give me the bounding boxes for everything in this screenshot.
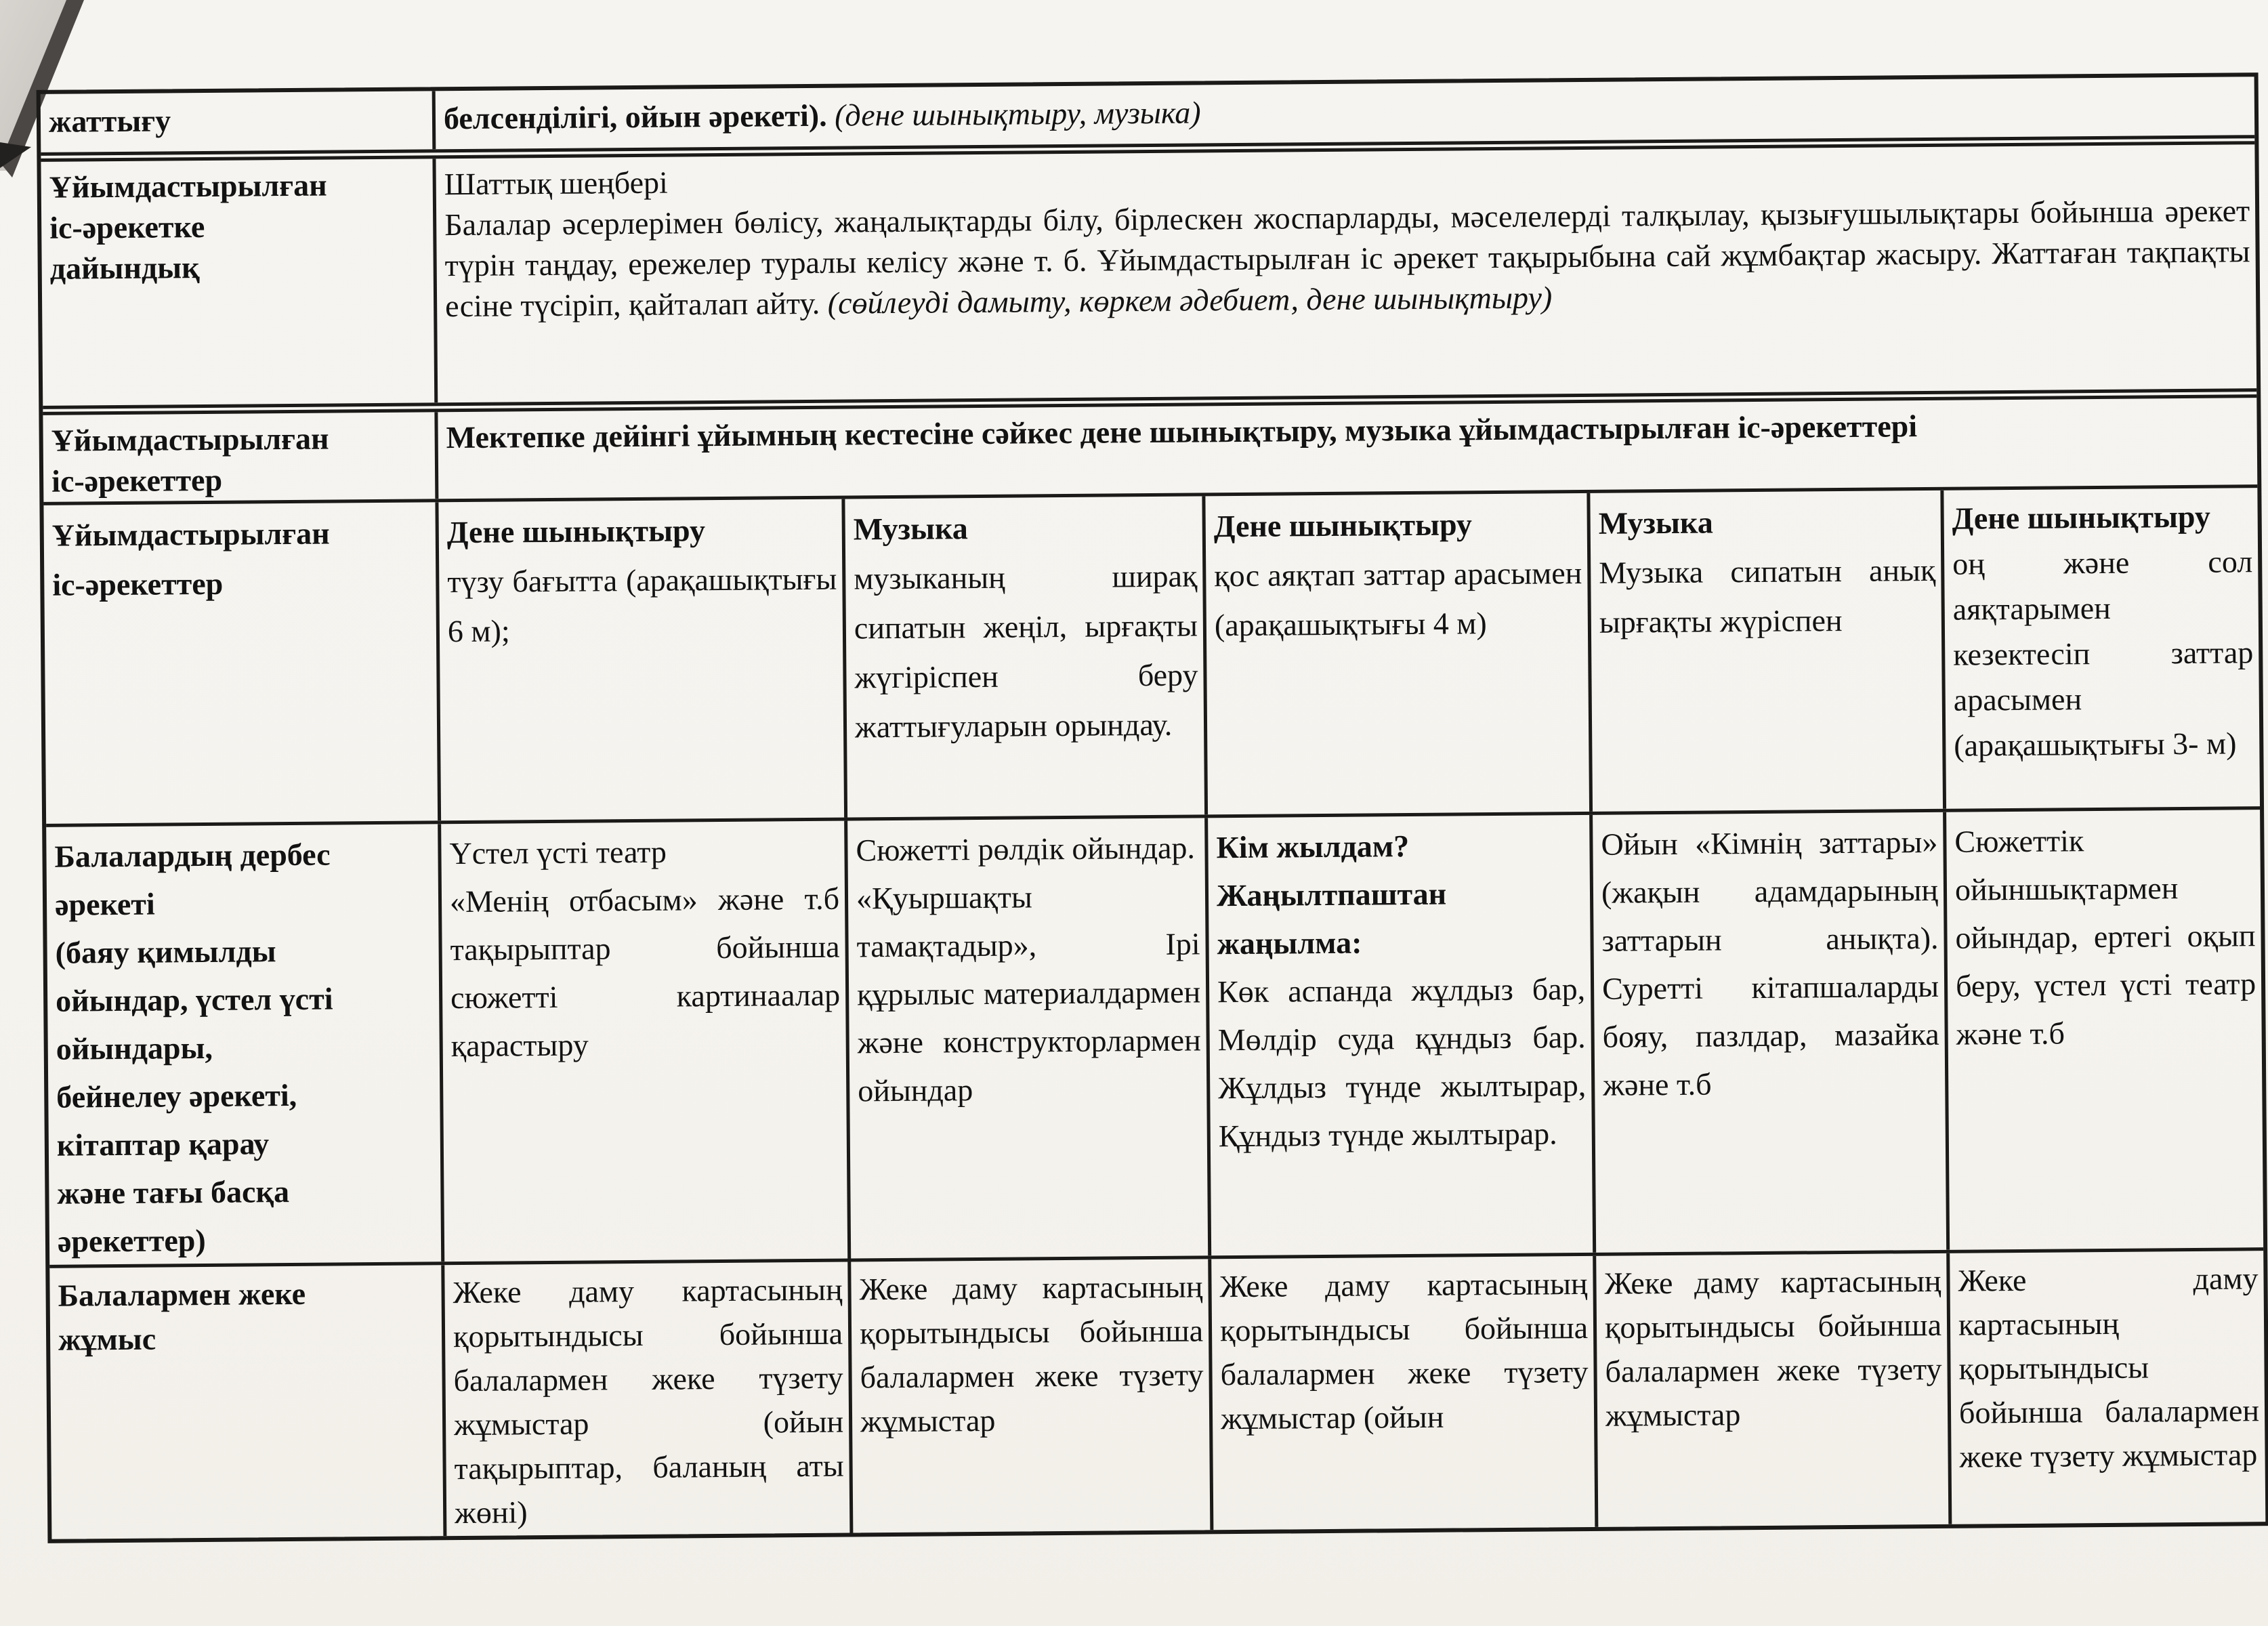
row-header-organized-activities: Ұйымдастырылған іс-әрекеттер <box>51 421 329 499</box>
preparation-paragraph: Балалар әсерлерімен бөлісу, жаңалықтарды… <box>444 190 2250 327</box>
exercise-activity-bold: белсенділігі, ойын әрекеті). <box>443 98 827 136</box>
cell-physical-1: Дене шынықтыру түзу бағытта (арақашықтығ… <box>435 499 845 821</box>
cell-independent-1: Үстел үсті театр «Менің отбасым» және т.… <box>438 820 848 1262</box>
table-row-preparation: Ұйымдастырылған іс-әрекетке дайындық Шат… <box>41 135 2257 406</box>
cell-individual-5: Жеке даму картасының қорытындысы бойынша… <box>1946 1251 2266 1524</box>
music-2-body: Музыка сипатын анық ырғақты жүріспен <box>1599 552 1936 640</box>
music-1-body: музыканың ширақ сипатын жеңіл, ырғақты ж… <box>854 558 1198 745</box>
cell-independent-4: Ойын «Кімнің заттары» (жақын адамдарының… <box>1589 812 1947 1253</box>
table-row-independent-activity: Балалардың дербес әрекеті (баяу қимылды … <box>46 806 2264 1265</box>
independent-5-body: Сюжеттік ойыншықтармен ойындар, ертегі о… <box>1954 823 2256 1051</box>
table-row-organized-activities-schedule: Ұйымдастырылған іс-әрекеттер Мектепке де… <box>43 388 2258 502</box>
music-1-title: Музыка <box>853 511 968 547</box>
row-header-organized-activities-2: Ұйымдастырылған іс-әрекеттер <box>51 516 330 602</box>
physical-2-body: қос аяқтап заттар арасымен (арақашықтығы… <box>1214 556 1582 643</box>
independent-3-title: Кім жылдам? Жаңылтпаштан жаңылма: <box>1216 829 1447 961</box>
physical-1-body: түзу бағытта (арақашықтығы 6 м); <box>447 561 837 649</box>
exercise-activity-italic: (дене шынықтыру, музыка) <box>834 95 1201 133</box>
individual-1-body: Жеке даму картасының қорытындысы бойынша… <box>453 1272 844 1530</box>
cell-preparation: Шаттық шеңбері Балалар әсерлерімен бөліс… <box>432 144 2257 403</box>
individual-5-body: Жеке даму картасының қорытындысы бойынша… <box>1958 1261 2260 1474</box>
music-2-title: Музыка <box>1598 505 1713 541</box>
lesson-plan-table: жаттығу белсенділігі, ойын әрекеті). (де… <box>36 72 2268 1543</box>
cell-schedule-note: Мектепке дейінгі ұйымның кестесіне сәйке… <box>434 398 2258 499</box>
cell-individual-3: Жеке даму картасының қорытындысы бойынша… <box>1208 1255 1595 1530</box>
independent-1-body: Үстел үсті театр «Менің отбасым» және т.… <box>449 834 841 1064</box>
physical-1-title: Дене шынықтыру <box>446 513 706 550</box>
table-row-organized-activities-detail: Ұйымдастырылған іс-әрекеттер Дене шынықт… <box>43 484 2261 824</box>
row-header-individual-work: Балалармен жеке жұмыс <box>58 1276 306 1357</box>
cell-independent-2: Сюжетті рөлдік ойындар. «Қуыршақты тамақ… <box>844 818 1209 1259</box>
physical-3-title: Дене шынықтыру <box>1952 499 2211 536</box>
preparation-italic: (сөйлеуді дамыту, көркем әдебиет, дене ш… <box>827 280 1553 320</box>
row-header-preparation: Ұйымдастырылған іс-әрекетке дайындық <box>49 167 327 286</box>
physical-3-body: оң және сол аяқтарымен кезектесіп заттар… <box>1952 544 2254 763</box>
independent-3-body: Көк аспанда жұлдыз бар, Мөлдір суда құнд… <box>1217 971 1587 1154</box>
row-header-exercise: жаттығу <box>48 103 171 139</box>
row-header-independent-activity: Балалардың дербес әрекеті (баяу қимылды … <box>54 837 333 1259</box>
cell-music-2: Музыка Музыка сипатын анық ырғақты жүріс… <box>1587 490 1944 812</box>
individual-4-body: Жеке даму картасының қорытындысы бойынша… <box>1604 1263 1942 1433</box>
independent-4-body: Ойын «Кімнің заттары» (жақын адамдарының… <box>1601 824 1939 1102</box>
cell-music-1: Музыка музыканың ширақ сипатын жеңіл, ыр… <box>841 496 1205 818</box>
individual-2-body: Жеке даму картасының қорытындысы бойынша… <box>859 1269 1204 1439</box>
cell-independent-3: Кім жылдам? Жаңылтпаштан жаңылма: Көк ас… <box>1204 814 1593 1256</box>
cell-individual-2: Жеке даму картасының қорытындысы бойынша… <box>847 1259 1211 1533</box>
cell-physical-3: Дене шынықтыру оң және сол аяқтарымен ке… <box>1940 488 2261 809</box>
table-row-individual-work: Балалармен жеке жұмыс Жеке даму картасын… <box>49 1247 2266 1539</box>
physical-2-title: Дене шынықтыру <box>1213 507 1473 544</box>
cell-independent-5: Сюжеттік ойыншықтармен ойындар, ертегі о… <box>1943 810 2264 1250</box>
independent-2-body: Сюжетті рөлдік ойындар. «Қуыршақты тамақ… <box>856 830 1201 1108</box>
cell-physical-2: Дене шынықтыру қос аяқтап заттар арасыме… <box>1202 493 1590 815</box>
cell-individual-1: Жеке даму картасының қорытындысы бойынша… <box>441 1262 850 1537</box>
cell-individual-4: Жеке даму картасының қорытындысы бойынша… <box>1593 1253 1949 1527</box>
individual-3-body: Жеке даму картасының қорытындысы бойынша… <box>1219 1266 1589 1436</box>
